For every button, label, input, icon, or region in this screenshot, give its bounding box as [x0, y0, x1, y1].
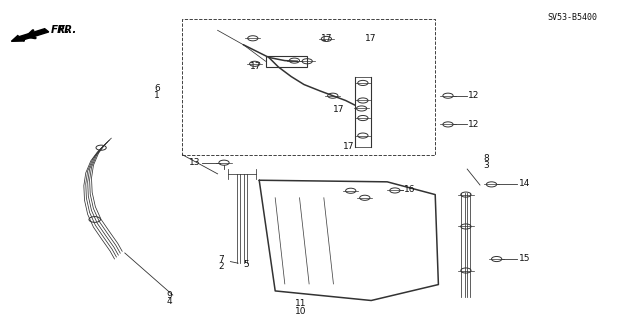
Text: 17: 17 [365, 34, 377, 43]
Text: 12: 12 [468, 91, 479, 100]
Text: 17: 17 [333, 105, 345, 114]
Text: 1: 1 [154, 91, 159, 100]
Text: 8: 8 [484, 154, 489, 163]
Text: 14: 14 [519, 179, 531, 188]
Text: 4: 4 [167, 297, 172, 306]
Text: 3: 3 [484, 161, 489, 170]
Text: 17: 17 [343, 142, 355, 151]
Text: 6: 6 [154, 84, 159, 93]
Text: 7: 7 [218, 255, 223, 263]
Text: FR.: FR. [51, 25, 70, 35]
Text: 17: 17 [250, 63, 262, 71]
Text: FR.: FR. [58, 25, 77, 35]
Text: 10: 10 [295, 307, 307, 315]
Text: 16: 16 [404, 185, 415, 194]
Text: 12: 12 [468, 120, 479, 129]
Text: 11: 11 [295, 299, 307, 308]
FancyArrow shape [12, 29, 49, 41]
Text: 9: 9 [167, 291, 172, 300]
Text: SV53-B5400: SV53-B5400 [548, 13, 598, 22]
Text: 2: 2 [218, 262, 223, 271]
Text: 5: 5 [244, 260, 249, 269]
Text: 17: 17 [321, 34, 332, 43]
Text: 13: 13 [189, 158, 201, 167]
Text: 15: 15 [519, 254, 531, 263]
